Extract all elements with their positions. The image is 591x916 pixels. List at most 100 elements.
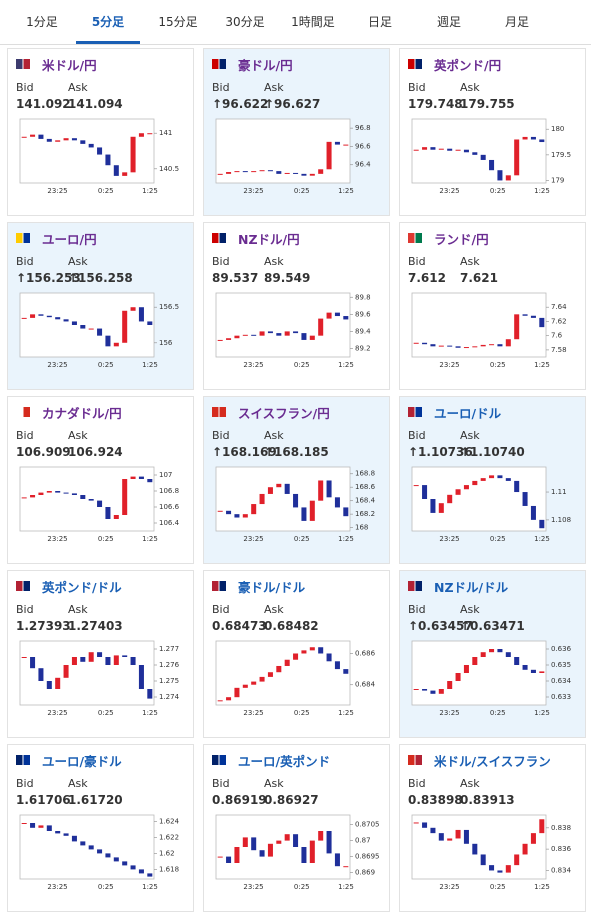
- x-tick-label: 0:25: [490, 535, 506, 543]
- y-tick-label: 179: [551, 176, 564, 184]
- mini-chart: 1.274 1.275 1.276 1.277 23:25 0:25 1:25: [19, 640, 180, 717]
- candle: [122, 310, 128, 343]
- tab[interactable]: 1分足: [26, 15, 58, 29]
- candle: [130, 307, 136, 311]
- currency-card[interactable]: NZドル/ドル Bid Ask ↑0.63457 ↑0.63471 0.633 0.634 0…: [399, 570, 586, 738]
- candle: [122, 655, 128, 657]
- y-tick-label: 0.686: [355, 649, 376, 657]
- ask-label: Ask: [460, 81, 480, 94]
- flag-icon: [408, 233, 422, 243]
- candle: [497, 649, 503, 653]
- candle: [447, 681, 453, 689]
- candle: [234, 514, 240, 518]
- y-tick-label: 0.834: [551, 866, 572, 874]
- candle: [55, 677, 61, 689]
- candle: [226, 338, 232, 340]
- y-tick-label: 0.838: [551, 824, 571, 832]
- ask-label: Ask: [68, 603, 88, 616]
- chart-frame: [411, 118, 547, 184]
- currency-card[interactable]: ユーロ/円 Bid Ask ↑156.253 ↑156.258 156 156.5 23:25…: [7, 222, 194, 390]
- candle: [88, 499, 94, 501]
- y-tick-label: 168: [355, 524, 368, 532]
- currency-card[interactable]: ユーロ/ドル Bid Ask ↑1.10736 ↑1.10740 1.108 1.11 23:…: [399, 396, 586, 564]
- candle: [318, 831, 324, 841]
- flag-icon: [16, 407, 30, 417]
- bid-value: ↑0.63457: [408, 619, 473, 633]
- tab[interactable]: 月足: [504, 15, 529, 29]
- currency-card[interactable]: 英ポンド/ドル Bid Ask 1.27393 1.27403 1.274 1.275 1.2…: [7, 570, 194, 738]
- x-tick-label: 23:25: [243, 883, 263, 891]
- x-tick-label: 1:25: [338, 883, 354, 891]
- pair-name: 英ポンド/円: [434, 58, 502, 73]
- candle: [343, 507, 349, 517]
- candle: [242, 514, 248, 518]
- tab[interactable]: 30分足: [225, 15, 265, 29]
- candle: [55, 831, 61, 834]
- candle: [226, 172, 232, 174]
- tab[interactable]: 1時間足: [291, 15, 335, 29]
- candle: [326, 312, 332, 319]
- bid-label: Bid: [212, 777, 230, 790]
- pair-name: ランド/円: [434, 232, 489, 247]
- candle: [438, 833, 444, 841]
- currency-card[interactable]: NZドル/円 Bid Ask 89.537 89.549 89.2 89.4 89.6 89.8…: [203, 222, 390, 390]
- currency-card[interactable]: 豪ドル/ドル Bid Ask 0.68473 0.68482 0.684 0.686 23:2…: [203, 570, 390, 738]
- candle: [480, 854, 486, 866]
- ask-label: Ask: [68, 255, 88, 268]
- candle: [226, 697, 232, 701]
- tab[interactable]: 15分足: [158, 15, 198, 29]
- currency-card[interactable]: 豪ドル/円 Bid Ask ↑96.622 ↑96.627 96.4 96.6 96.8 23:…: [203, 48, 390, 216]
- candle: [413, 149, 419, 151]
- flag-icon: [16, 59, 30, 69]
- bid-value: 1.27393: [16, 619, 71, 633]
- currency-card[interactable]: カナダドル/円 Bid Ask 106.909 106.924 106.4 106.6 106…: [7, 396, 194, 564]
- y-tick-label: 1.274: [159, 693, 180, 701]
- candle: [422, 342, 428, 345]
- candle: [326, 831, 332, 854]
- candle: [276, 483, 282, 488]
- currency-card[interactable]: スイスフラン/円 Bid Ask ↑168.169 ↑168.185 168 168.2 16…: [203, 396, 390, 564]
- ask-label: Ask: [264, 81, 284, 94]
- candle: [113, 515, 119, 519]
- candle: [497, 170, 503, 181]
- candle: [422, 485, 428, 499]
- y-tick-label: 0.684: [355, 681, 376, 689]
- currency-card[interactable]: ユーロ/豪ドル Bid Ask 1.61706 1.61720 1.618 1.62 1.62…: [7, 744, 194, 912]
- bid-label: Bid: [212, 603, 230, 616]
- pair-name: 米ドル/スイスフラン: [434, 754, 551, 769]
- ask-value: 141.094: [68, 97, 123, 111]
- x-tick-label: 1:25: [142, 883, 158, 891]
- candle: [38, 314, 44, 316]
- mini-chart: 0.633 0.634 0.635 0.636 23:25 0:25 1:25: [411, 640, 572, 717]
- x-tick-label: 23:25: [47, 883, 67, 891]
- candle: [530, 505, 536, 520]
- candle: [259, 676, 265, 682]
- tab[interactable]: 5分足: [76, 0, 140, 44]
- tab[interactable]: 日足: [367, 15, 392, 29]
- x-tick-label: 23:25: [439, 361, 459, 369]
- y-tick-label: 0.836: [551, 845, 572, 853]
- currency-card[interactable]: ランド/円 Bid Ask 7.612 7.621 7.58 7.6 7.62 7.64 23:2…: [399, 222, 586, 390]
- bid-value: 106.909: [16, 445, 71, 459]
- currency-card[interactable]: ユーロ/英ポンド Bid Ask 0.86919 0.86927 0.869 0.8695 0…: [203, 744, 390, 912]
- candle: [539, 317, 545, 328]
- candle: [497, 870, 503, 873]
- bid-value: 1.61706: [16, 793, 71, 807]
- tab[interactable]: 週足: [436, 15, 461, 29]
- ask-label: Ask: [460, 429, 480, 442]
- currency-card[interactable]: 米ドル/スイスフラン Bid Ask 0.83898 0.83913 0.834 0.836…: [399, 744, 586, 912]
- candle: [472, 657, 478, 665]
- currency-card[interactable]: 米ドル/円 Bid Ask 141.092 141.094 140.5 141 23:25 0:…: [7, 48, 194, 216]
- flag-icon: [212, 233, 226, 243]
- currency-card[interactable]: 英ポンド/円 Bid Ask 179.748 179.755 179 179.5 180 23:…: [399, 48, 586, 216]
- candle: [505, 652, 511, 657]
- candle: [472, 346, 478, 348]
- ask-label: Ask: [264, 603, 284, 616]
- candle: [455, 149, 461, 151]
- candle: [497, 475, 503, 479]
- ask-value: 0.86927: [264, 793, 319, 807]
- x-tick-label: 23:25: [439, 709, 459, 717]
- candle: [514, 314, 520, 340]
- pair-name: ユーロ/円: [42, 232, 97, 247]
- x-tick-label: 1:25: [142, 361, 158, 369]
